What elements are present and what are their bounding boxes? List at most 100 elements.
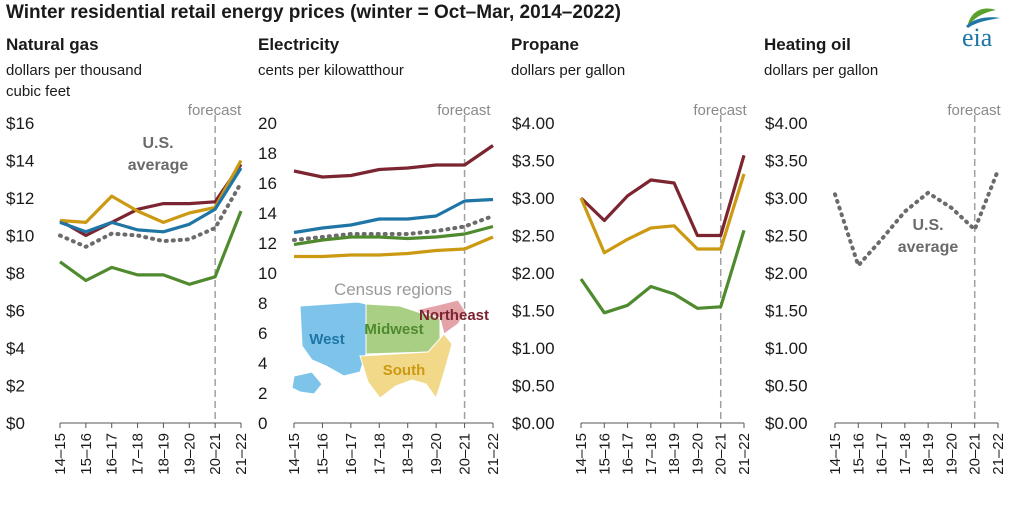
electricity-ytick-label: 4 xyxy=(258,354,267,373)
natural-gas-xtick-label: 15–16 xyxy=(78,433,95,475)
propane-chart: $0.00 $0.50 $1.00 $1.50 $2.00 $2.50 $3.00 $3.50… xyxy=(512,102,753,475)
electricity-unit: cents per kilowatthour xyxy=(258,60,404,81)
electricity-xtick-label: 15–16 xyxy=(314,433,331,475)
heating-oil-ytick-label: $3.00 xyxy=(765,189,808,208)
natural-gas-forecast-label: forecast xyxy=(188,102,242,119)
natural-gas-panel-title: Natural gas xyxy=(6,35,99,54)
heating-oil-series-us_average xyxy=(833,168,1000,268)
electricity-xtick-label: 21–22 xyxy=(485,433,502,475)
natural-gas-unit-line-1: dollars per thousand xyxy=(6,62,142,79)
natural-gas-series-us_average xyxy=(58,181,243,249)
heating-oil-ytick-label: $1.50 xyxy=(765,302,808,321)
natural-gas-ytick-label: $2 xyxy=(6,377,25,396)
natural-gas-series-northeast xyxy=(59,163,243,238)
electricity-xtick-label: 20–21 xyxy=(457,433,474,475)
electricity-xtick-label: 17–18 xyxy=(371,433,388,475)
natural-gas-ytick-label: $10 xyxy=(6,227,34,246)
electricity-ytick-label: 0 xyxy=(258,414,267,433)
propane-unit: dollars per gallon xyxy=(511,60,625,81)
electricity-ytick-label: 8 xyxy=(258,294,267,313)
propane-ytick-label: $2.00 xyxy=(512,264,555,283)
propane-xtick-label: 20–21 xyxy=(713,433,730,475)
heating-oil-xtick-label: 17–18 xyxy=(897,433,914,475)
heating-oil-xtick-label: 20–21 xyxy=(967,433,984,475)
heating-oil-ytick-label: $0.50 xyxy=(765,377,808,396)
natural-gas-ytick-label: $6 xyxy=(6,302,25,321)
heating-oil-us-average-annotation: U.S. xyxy=(912,217,943,234)
map-region-south xyxy=(359,333,453,400)
natural-gas-xtick-label: 17–18 xyxy=(130,433,147,475)
electricity-series-us_average xyxy=(292,214,495,242)
heating-oil-ytick-label: $2.00 xyxy=(765,264,808,283)
electricity-ytick-label: 14 xyxy=(258,204,277,223)
electricity-forecast-label: forecast xyxy=(437,102,491,119)
natural-gas-xtick-label: 18–19 xyxy=(155,433,172,475)
map-label-south: South xyxy=(383,362,426,379)
electricity-chart: 0 2 4 6 8 10 12 14 16 18 20 14–15 15–16 16–17 17–18 18–… xyxy=(258,102,502,475)
propane-series-northeast xyxy=(579,154,746,238)
heating-oil-xtick-label: 18–19 xyxy=(920,433,937,475)
heating-oil-unit: dollars per gallon xyxy=(764,60,878,81)
propane-xtick-label: 19–20 xyxy=(689,433,706,475)
heating-oil-xtick-label: 19–20 xyxy=(943,433,960,475)
natural-gas-ytick-label: $0 xyxy=(6,414,25,433)
propane-ytick-label: $0.00 xyxy=(512,414,555,433)
natural-gas-series-midwest xyxy=(59,210,243,286)
natural-gas-series-south xyxy=(59,159,243,224)
propane-panel-title: Propane xyxy=(511,35,580,54)
natural-gas-us-average-annotation: average xyxy=(128,157,189,174)
heating-oil-panel-title: Heating oil xyxy=(764,35,851,54)
electricity-series-west xyxy=(293,197,494,235)
electricity-ytick-label: 2 xyxy=(258,384,267,403)
electricity-ytick-label: 6 xyxy=(258,324,267,343)
census-regions-map-title: Census regions xyxy=(334,280,452,299)
electricity-xtick-label: 18–19 xyxy=(400,433,417,475)
propane-ytick-label: $4.00 xyxy=(512,114,555,133)
heating-oil-ytick-label: $4.00 xyxy=(765,114,808,133)
map-region-west xyxy=(299,301,367,377)
natural-gas-xtick-label: 19–20 xyxy=(181,433,198,475)
natural-gas-series-west xyxy=(59,167,243,234)
map-label-northeast: Northeast xyxy=(419,307,489,324)
electricity-ytick-label: 10 xyxy=(258,264,277,283)
electricity-ytick-label: 12 xyxy=(258,234,277,253)
map-region-northeast xyxy=(414,299,467,335)
electricity-unit-line-1: cents per kilowatthour xyxy=(258,62,404,79)
heating-oil-us-average-annotation: average xyxy=(898,239,959,256)
propane-xtick-label: 17–18 xyxy=(643,433,660,475)
map-region-midwest xyxy=(365,303,441,355)
logo-text: eia xyxy=(962,23,993,50)
propane-ytick-label: $3.50 xyxy=(512,152,555,171)
chart-title: Winter residential retail energy prices … xyxy=(6,2,621,23)
propane-xtick-label: 18–19 xyxy=(666,433,683,475)
map-label-west: West xyxy=(309,331,345,348)
propane-ytick-label: $3.00 xyxy=(512,189,555,208)
heating-oil-ytick-label: $1.00 xyxy=(765,339,808,358)
heating-oil-chart: $0.00 $0.50 $1.00 $1.50 $2.00 $2.50 $3.00 $3.50… xyxy=(765,102,1007,475)
electricity-series-south xyxy=(294,235,494,259)
natural-gas-xtick-label: 20–21 xyxy=(207,433,224,475)
propane-xtick-label: 16–17 xyxy=(620,433,637,475)
propane-xtick-label: 21–22 xyxy=(736,433,753,475)
propane-ytick-label: $0.50 xyxy=(512,377,555,396)
electricity-xtick-label: 14–15 xyxy=(286,433,303,475)
electricity-xtick-label: 19–20 xyxy=(428,433,445,475)
propane-xtick-label: 15–16 xyxy=(596,433,613,475)
heating-oil-forecast-label: forecast xyxy=(947,102,1001,119)
electricity-ytick-label: 18 xyxy=(258,144,277,163)
heating-oil-xtick-label: 14–15 xyxy=(827,433,844,475)
natural-gas-xtick-label: 21–22 xyxy=(233,433,250,475)
heating-oil-ytick-label: $3.50 xyxy=(765,152,808,171)
heating-oil-xtick-label: 21–22 xyxy=(990,433,1007,475)
electricity-series-northeast xyxy=(293,144,494,179)
propane-ytick-label: $2.50 xyxy=(512,227,555,246)
electricity-xtick-label: 16–17 xyxy=(343,433,360,475)
natural-gas-unit: dollars per thousand cubic feet xyxy=(6,60,142,102)
propane-ytick-label: $1.50 xyxy=(512,302,555,321)
heating-oil-unit-line-1: dollars per gallon xyxy=(764,62,879,79)
electricity-ytick-label: 16 xyxy=(258,174,277,193)
electricity-ytick-label: 20 xyxy=(258,114,277,133)
propane-series-midwest xyxy=(579,229,746,315)
natural-gas-ytick-label: $12 xyxy=(6,189,34,208)
